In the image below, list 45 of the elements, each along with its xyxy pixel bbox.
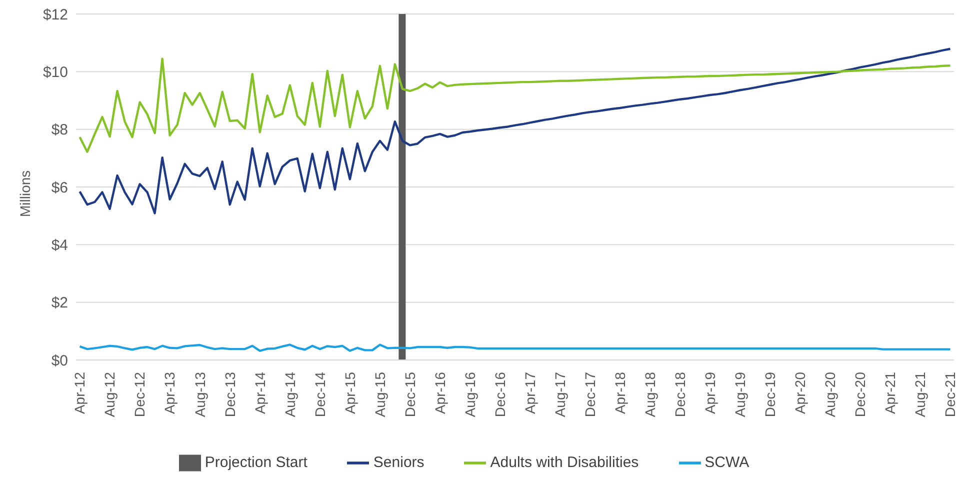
x-tick-label: Apr-16 <box>432 372 448 414</box>
x-tick-label: Apr-13 <box>162 372 178 414</box>
x-tick-label: Dec-18 <box>672 372 688 418</box>
y-tick-label: $8 <box>51 122 68 139</box>
x-tick-label: Aug-14 <box>282 372 298 418</box>
x-tick-label: Dec-13 <box>222 372 238 418</box>
x-tick-label: Aug-19 <box>732 372 748 418</box>
x-tick-label: Dec-17 <box>582 372 598 418</box>
y-axis-title: Millions <box>16 170 33 217</box>
y-tick-label: $2 <box>51 294 68 312</box>
legend-label: Projection Start <box>204 454 308 471</box>
x-tick-label: Aug-16 <box>462 372 478 418</box>
y-tick-label: $4 <box>51 236 68 254</box>
line-series <box>78 48 952 214</box>
y-tick-label: $6 <box>51 179 68 196</box>
x-tick-label: Aug-17 <box>552 372 568 418</box>
x-tick-label: Aug-20 <box>822 372 838 418</box>
x-tick-label: Aug-12 <box>102 372 118 418</box>
x-tick-label: Apr-19 <box>702 372 718 414</box>
x-tick-label: Aug-15 <box>372 372 388 418</box>
x-tick-label: Dec-14 <box>312 372 328 418</box>
y-tick-label: $0 <box>51 352 68 370</box>
y-tick-label: $10 <box>42 64 68 81</box>
x-tick-label: Apr-14 <box>252 372 268 414</box>
line-series <box>78 58 952 153</box>
x-tick-label: Apr-12 <box>72 372 88 414</box>
x-tick-label: Dec-20 <box>852 372 868 418</box>
x-tick-label: Apr-21 <box>882 372 898 414</box>
x-tick-label: Apr-20 <box>792 372 808 414</box>
x-tick-label: Apr-18 <box>612 372 628 414</box>
y-tick-label: $12 <box>42 6 68 24</box>
legend-label: SCWA <box>704 454 750 471</box>
x-tick-label: Dec-16 <box>492 372 508 418</box>
x-tick-label: Dec-21 <box>942 372 958 418</box>
x-tick-label: Dec-15 <box>402 372 418 418</box>
x-tick-label: Dec-12 <box>132 372 148 418</box>
legend-label: Seniors <box>373 454 424 471</box>
x-tick-label: Dec-19 <box>762 372 778 418</box>
x-tick-label: Aug-18 <box>642 372 658 418</box>
x-tick-label: Aug-21 <box>912 372 928 418</box>
line-series <box>78 344 952 352</box>
x-tick-label: Apr-15 <box>342 372 358 414</box>
x-tick-label: Apr-17 <box>522 372 538 414</box>
x-tick-label: Aug-13 <box>192 372 208 418</box>
legend-label: Adults with Disabilities <box>490 454 639 471</box>
